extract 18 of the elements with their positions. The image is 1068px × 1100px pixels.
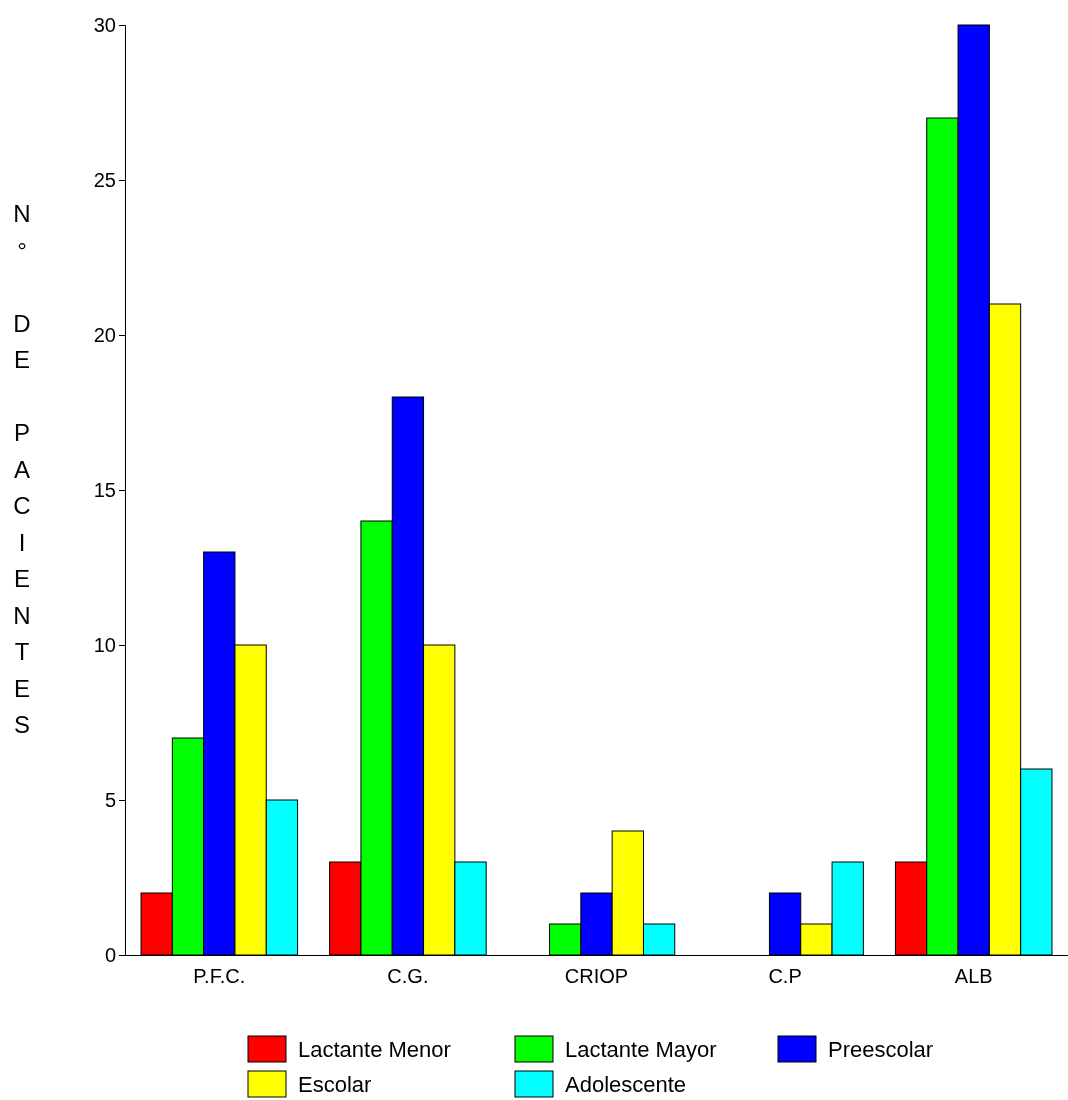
x-tick-label: C.P xyxy=(768,965,802,988)
legend-label: Lactante Menor xyxy=(298,1037,451,1062)
legend-label: Adolescente xyxy=(565,1072,687,1097)
y-tick-label: 15 xyxy=(93,478,116,501)
y-tick-label: 10 xyxy=(93,633,116,656)
x-tick-label: CRIOP xyxy=(564,965,629,988)
text: N° DE PACIENTES xyxy=(13,200,31,738)
y-tick-label: 30 xyxy=(93,13,116,36)
x-tick-label: ALB xyxy=(954,965,993,988)
x-tick-label: P.F.C. xyxy=(193,965,246,988)
y-tick-label: 0 xyxy=(104,943,116,966)
y-tick-label: 5 xyxy=(104,788,116,811)
legend-label: Escolar xyxy=(298,1072,372,1097)
legend-label: Lactante Mayor xyxy=(565,1037,717,1062)
y-tick-label: 20 xyxy=(93,323,116,346)
x-tick-label: C.G. xyxy=(387,965,429,988)
legend-label: Preescolar xyxy=(828,1037,934,1062)
y-tick-label: 25 xyxy=(93,168,116,191)
